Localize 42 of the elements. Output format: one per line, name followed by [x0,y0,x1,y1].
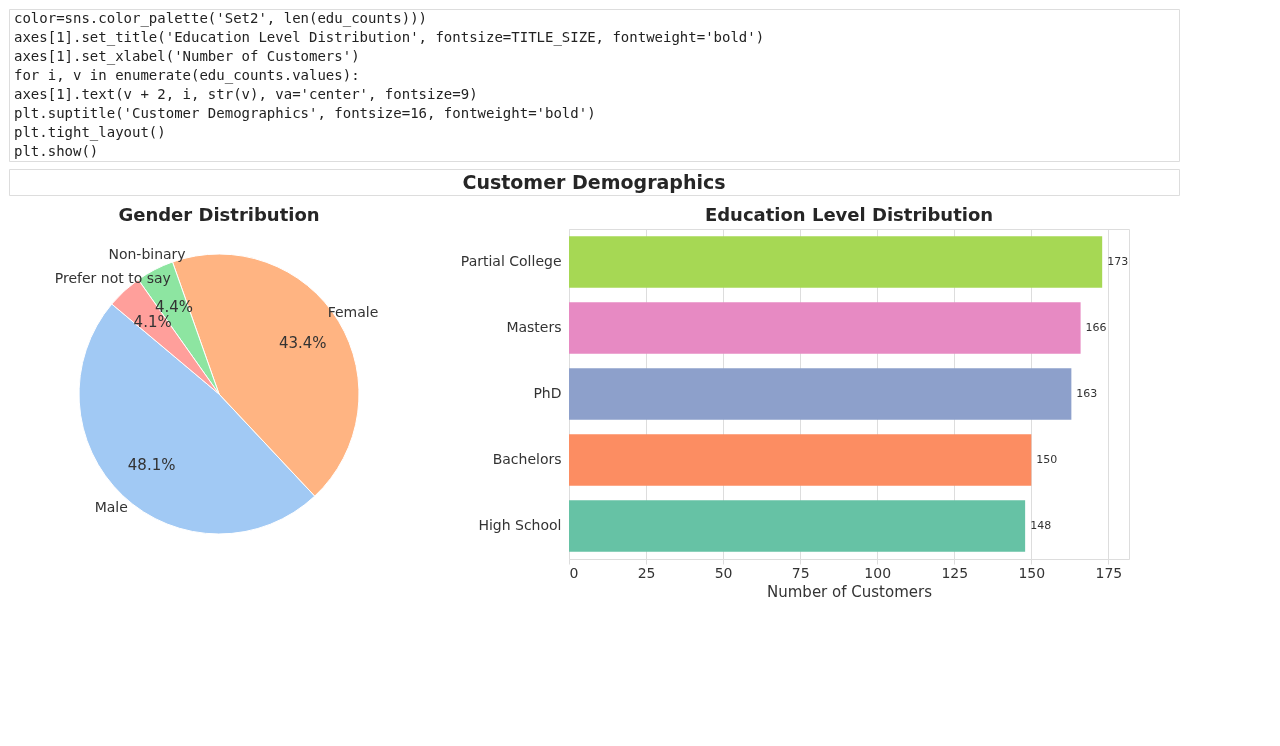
text: axes[1].set_xlabel('Number of Customers') [14,47,360,65]
y-tick-label: High School [478,517,562,533]
data-label: 4.1% [133,312,172,331]
y-tick-label: Masters [506,319,562,335]
x-tick-label: 125 [941,564,969,581]
x-tick-label: 175 [1095,564,1123,581]
y-tick-label: Bachelors [492,451,562,467]
x-tick-label: 25 [637,564,656,581]
text: plt.show() [14,142,99,159]
text: plt.suptitle('Customer Demographics', fontsize=16, fontweight='bold') [14,104,596,121]
bar [569,302,1081,354]
data-label: 43.4% [278,334,327,353]
slice-label: Prefer not to say [54,269,171,286]
text: color=sns.color_palette('Set2', len(edu_counts))) [14,9,428,27]
data-label: 148 [1030,519,1052,532]
text: for i, v in enumerate(edu_counts.values): [14,66,360,84]
y-tick-label: PhD [533,385,562,401]
x-tick-label: 50 [714,564,733,581]
bar [569,434,1032,486]
slice-label: Female [327,303,379,320]
chart-title: Education Level Distribution [704,204,994,225]
bar [569,368,1072,420]
text: plt.tight_layout() [14,123,166,141]
data-label: 163 [1076,387,1098,400]
data-label: 48.1% [127,456,176,475]
y-tick-label: Partial College [460,253,562,269]
slice-label: Non-binary [108,245,186,262]
data-label: 150 [1036,453,1058,466]
text: Customer Demographics [462,171,726,193]
text: axes[1].text(v + 2, i, str(v), va='center', fontsize=9) [14,85,478,102]
bar [569,236,1103,288]
slice-label: Male [94,498,128,515]
text: axes[1].set_title('Education Level Distribution', fontsize=TITLE_SIZE, fontweight='bold') [14,28,765,46]
data-label: 173 [1107,255,1129,268]
x-tick-label: 75 [791,564,810,581]
x-axis-title: Number of Customers [767,582,933,601]
x-tick-label: 0 [569,564,579,581]
data-label: 166 [1085,321,1107,334]
chart-title: Gender Distribution [118,204,320,225]
x-tick-label: 150 [1018,564,1046,581]
bar [569,500,1026,552]
x-tick-label: 100 [864,564,892,581]
